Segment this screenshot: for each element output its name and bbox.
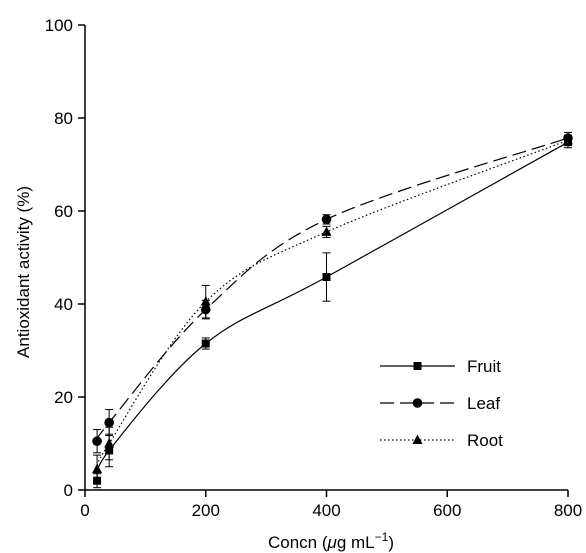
x-tick-label: 400 — [312, 501, 340, 520]
data-point-root — [563, 134, 573, 145]
data-point-root — [321, 226, 332, 236]
data-point-root — [92, 463, 103, 474]
data-point-leaf — [321, 214, 332, 225]
data-point-root — [200, 296, 211, 306]
legend-marker-root — [412, 434, 423, 444]
series-leaf — [92, 131, 573, 454]
axes: 0 20 40 60 80 100 0 200 400 600 800 — [45, 16, 583, 520]
y-tick-label: 100 — [45, 16, 73, 35]
y-tick-label: 20 — [54, 388, 73, 407]
y-tick-label: 80 — [54, 109, 73, 128]
y-axis-label: Antioxidant activity (%) — [14, 186, 33, 358]
legend-marker-leaf — [412, 398, 423, 408]
legend-label-fruit: Fruit — [467, 357, 501, 376]
data-point-fruit — [322, 273, 331, 282]
data-point-leaf — [104, 417, 114, 428]
series-line-root — [96, 139, 569, 470]
x-tick-label: 600 — [433, 501, 461, 520]
x-tick-label: 0 — [80, 501, 89, 520]
legend-label-root: Root — [467, 431, 503, 450]
y-tick-label: 40 — [54, 295, 73, 314]
data-point-leaf — [92, 436, 102, 446]
data-point-root — [104, 438, 115, 448]
series-root — [92, 134, 573, 484]
legend-label-leaf: Leaf — [467, 394, 500, 413]
x-axis-label: Concn (μg mL−1) — [268, 530, 394, 552]
y-tick-label: 0 — [64, 481, 73, 500]
data-point-fruit — [201, 339, 210, 348]
x-tick-label: 800 — [554, 501, 582, 520]
x-tick-label: 200 — [192, 501, 220, 520]
legend-marker-fruit — [413, 362, 422, 370]
legend: Fruit Leaf Root — [380, 357, 503, 450]
series-line-fruit — [96, 141, 569, 481]
y-tick-label: 60 — [54, 202, 73, 221]
series-layer — [92, 131, 573, 489]
